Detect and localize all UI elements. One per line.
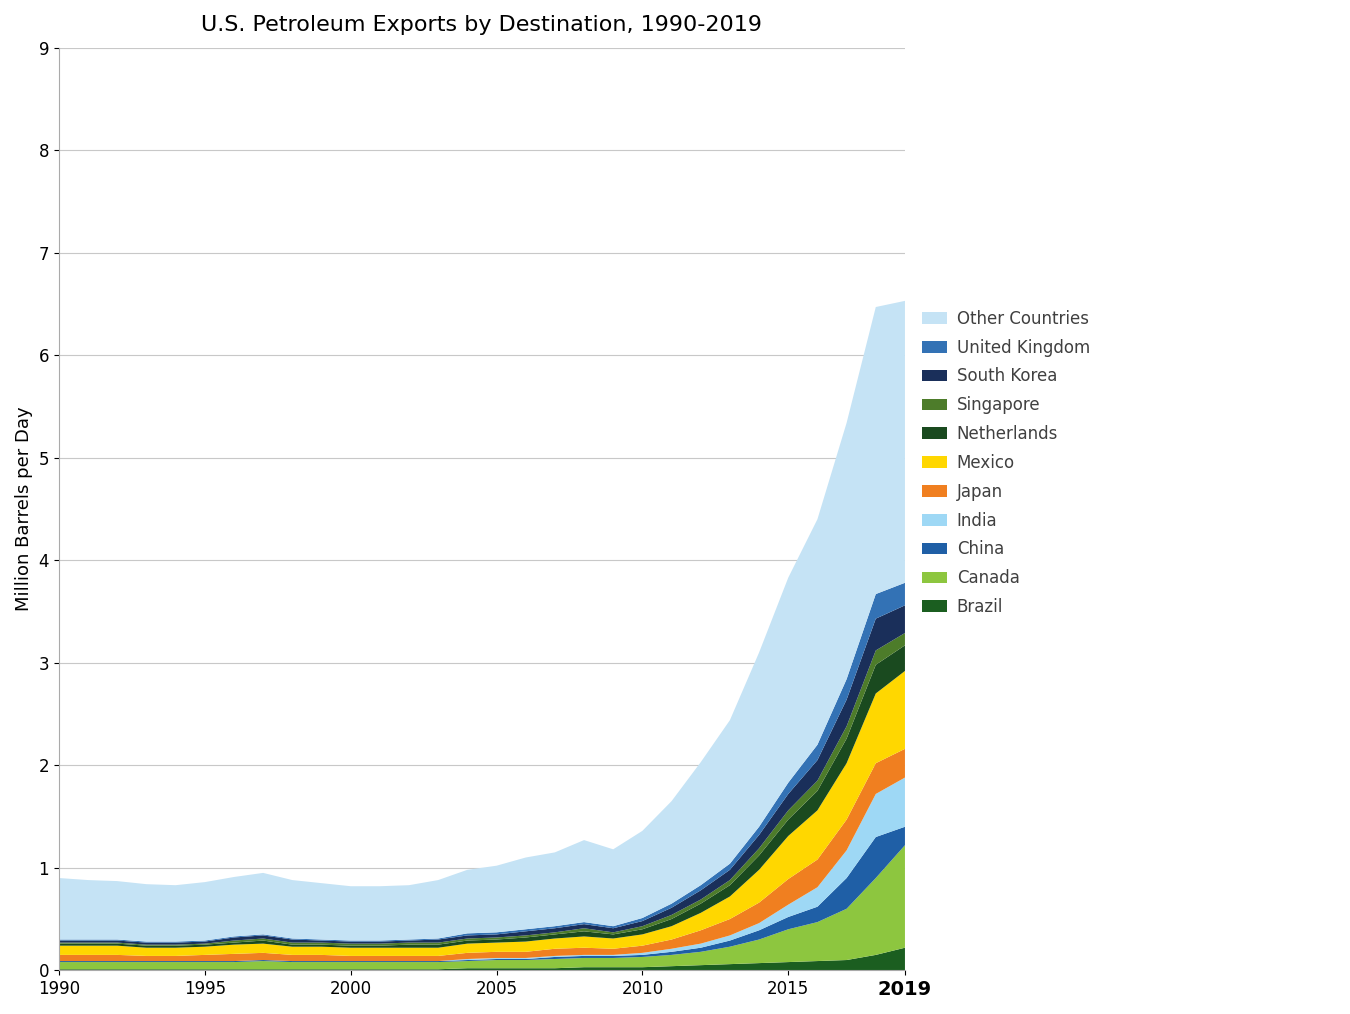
Legend: Other Countries, United Kingdom, South Korea, Singapore, Netherlands, Mexico, Ja: Other Countries, United Kingdom, South K… bbox=[922, 309, 1089, 617]
Title: U.S. Petroleum Exports by Destination, 1990-2019: U.S. Petroleum Exports by Destination, 1… bbox=[201, 15, 763, 35]
Y-axis label: Million Barrels per Day: Million Barrels per Day bbox=[15, 407, 32, 611]
